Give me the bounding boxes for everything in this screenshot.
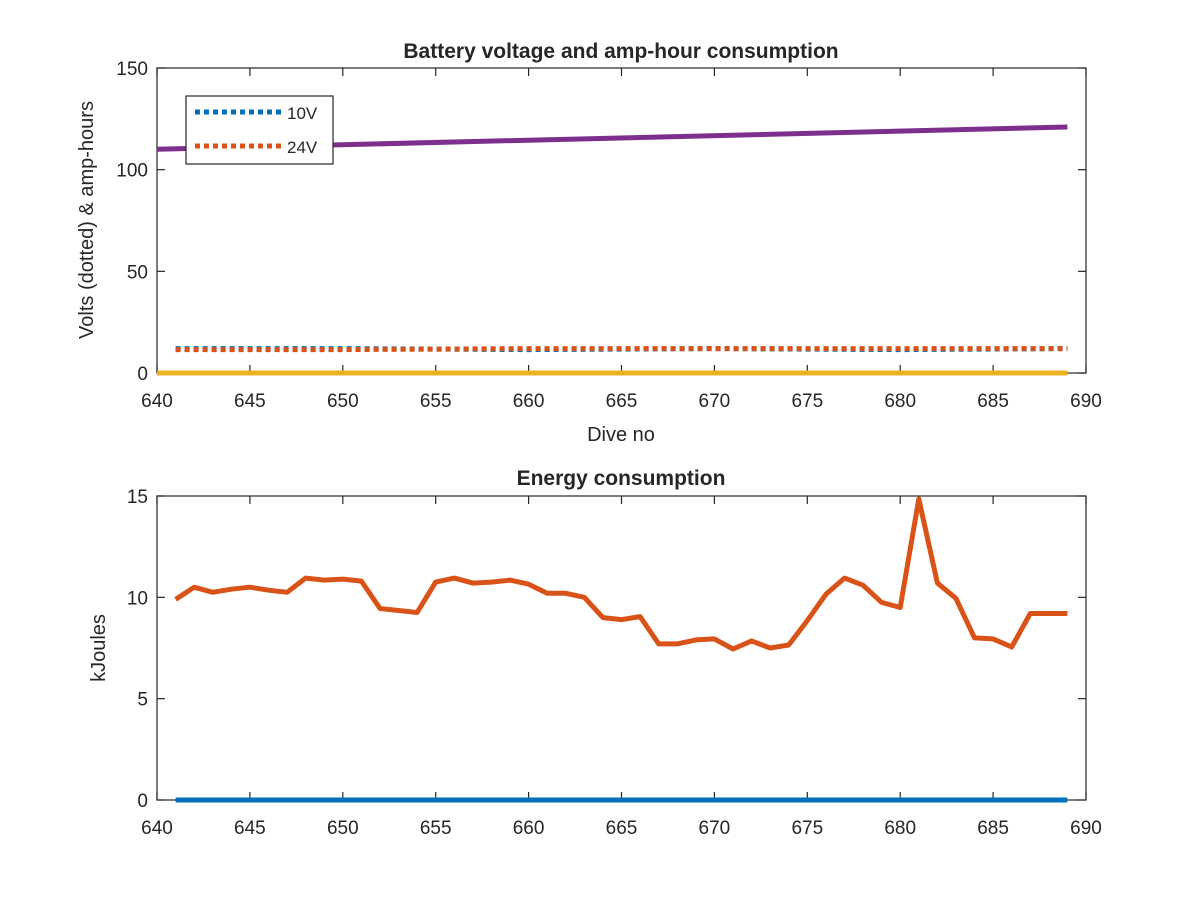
energy-xtick-label: 645 [234, 818, 266, 839]
voltage-xtick-label: 665 [606, 391, 638, 412]
voltage-xtick-label: 675 [791, 391, 823, 412]
energy-xtick-label: 640 [141, 818, 173, 839]
energy-xtick-label: 675 [791, 818, 823, 839]
energy-chart-plot-area: 640 645 650 655 660 665 670 675 680 685 690 0 5 10 15 [127, 487, 1102, 839]
voltage-chart-plot-area: 640 645 650 655 660 665 670 675 680 685 690 0 50 100 1… [116, 59, 1102, 412]
voltage-ytick-label: 150 [116, 59, 148, 80]
energy-chart-ylabel: kJoules [88, 614, 110, 682]
voltage-xtick-label: 645 [234, 391, 266, 412]
legend-label-24v: 24V [287, 138, 318, 157]
legend-label-10v: 10V [287, 104, 318, 123]
voltage-xtick-label: 655 [420, 391, 452, 412]
energy-xtick-label: 665 [606, 818, 638, 839]
energy-xtick-label: 680 [884, 818, 916, 839]
energy-xtick-label: 655 [420, 818, 452, 839]
voltage-chart-ylabel: Volts (dotted) & amp-hours [76, 101, 98, 339]
energy-ytick-label: 5 [137, 690, 148, 711]
voltage-chart-legend: 10V 24V [185, 95, 334, 165]
energy-series-line-2 [174, 496, 1068, 652]
energy-xtick-label: 650 [327, 818, 359, 839]
voltage-xtick-label: 685 [977, 391, 1009, 412]
energy-ytick-label: 15 [127, 487, 148, 508]
voltage-series-line-2 [175, 346, 1068, 353]
energy-chart-title: Energy consumption [517, 467, 726, 490]
energy-xtick-label: 685 [977, 818, 1009, 839]
voltage-chart: Battery voltage and amp-hour consumption… [76, 40, 1102, 446]
energy-ytick-label: 0 [137, 791, 148, 812]
energy-xtick-label: 670 [699, 818, 731, 839]
voltage-xtick-label: 660 [513, 391, 545, 412]
voltage-xtick-label: 650 [327, 391, 359, 412]
energy-xtick-label: 660 [513, 818, 545, 839]
voltage-xtick-label: 670 [699, 391, 731, 412]
voltage-xtick-label: 680 [884, 391, 916, 412]
voltage-ytick-label: 100 [116, 161, 148, 182]
voltage-chart-xlabel: Dive no [587, 424, 655, 446]
voltage-ytick-label: 0 [137, 364, 148, 385]
energy-xtick-label: 690 [1070, 818, 1102, 839]
voltage-xtick-label: 690 [1070, 391, 1102, 412]
energy-ytick-label: 10 [127, 588, 148, 609]
voltage-ytick-label: 50 [127, 262, 148, 283]
voltage-chart-title: Battery voltage and amp-hour consumption [403, 40, 838, 63]
energy-chart: Energy consumption kJoules 640 645 650 655 6… [88, 467, 1102, 839]
legend-box [185, 95, 334, 165]
voltage-xtick-label: 640 [141, 391, 173, 412]
